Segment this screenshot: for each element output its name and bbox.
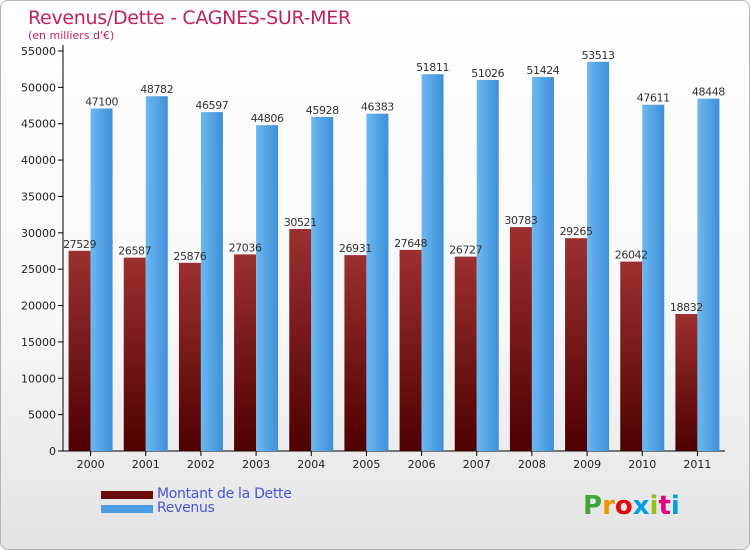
x-tick-label: 2005: [352, 458, 380, 471]
data-label-revenue-2002: 46597: [195, 99, 228, 112]
bar-debt-2002: [178, 262, 201, 451]
data-label-debt-2011: 18832: [670, 301, 703, 314]
chart-subtitle: (en milliers d'€): [28, 29, 115, 42]
x-tick-label: 2007: [463, 458, 491, 471]
bar-revenue-2007: [476, 79, 499, 451]
data-label-debt-2002: 25876: [173, 250, 206, 263]
legend-label-debt: Montant de la Dette: [157, 486, 292, 502]
y-tick-label: 10000: [21, 372, 56, 385]
y-tick-label: 5000: [28, 409, 56, 422]
y-tick-label: 25000: [21, 263, 56, 276]
bar-debt-2000: [68, 250, 91, 451]
data-label-revenue-2008: 51424: [526, 64, 559, 77]
y-tick-label: 55000: [21, 45, 56, 58]
y-tick-label: 45000: [21, 118, 56, 131]
logo-letter: o: [614, 491, 633, 521]
bar-debt-2008: [509, 227, 532, 451]
data-label-revenue-2009: 53513: [582, 49, 615, 62]
bar-revenue-2011: [697, 98, 720, 451]
data-label-debt-2003: 27036: [229, 241, 262, 254]
logo-letter: i: [649, 491, 659, 521]
x-tick-label: 2006: [408, 458, 436, 471]
x-tick-label: 2003: [242, 458, 270, 471]
x-tick-label: 2004: [297, 458, 325, 471]
bar-revenue-2005: [366, 113, 389, 451]
logo-letter: i: [670, 491, 680, 521]
data-label-debt-2007: 26727: [449, 244, 482, 257]
bar-debt-2001: [123, 257, 146, 451]
bar-revenue-2004: [311, 116, 334, 451]
axes: 0 5000 10000 15000 20000 25000 30000 35000 40000…: [21, 45, 725, 471]
bar-debt-2009: [565, 238, 588, 451]
data-label-revenue-2001: 48782: [140, 83, 173, 96]
bar-debt-2004: [289, 229, 312, 451]
data-label-revenue-2004: 45928: [306, 104, 339, 117]
bar-revenue-2008: [531, 77, 554, 452]
bar-debt-2011: [675, 314, 698, 451]
bar-debt-2010: [620, 261, 643, 451]
data-label-revenue-2006: 51811: [416, 61, 449, 74]
x-tick-label: 2011: [683, 458, 711, 471]
bar-debt-2007: [454, 256, 477, 451]
data-label-debt-2001: 26587: [118, 245, 151, 258]
legend-swatch-debt: [101, 491, 153, 499]
proxiti-logo: Proxiti: [583, 491, 680, 521]
data-label-revenue-2000: 47100: [85, 95, 118, 108]
data-label-debt-2000: 27529: [63, 238, 96, 251]
bar-revenue-2000: [90, 108, 113, 452]
logo-letter: x: [632, 491, 650, 521]
data-label-revenue-2011: 48448: [692, 86, 725, 99]
y-tick-label: 40000: [21, 154, 56, 167]
legend-label-revenue: Revenus: [157, 500, 215, 516]
bar-debt-2003: [234, 254, 257, 451]
y-tick-label: 15000: [21, 336, 56, 349]
bar-revenue-2010: [642, 104, 665, 451]
y-tick-label: 0: [49, 445, 56, 458]
logo-letter: t: [658, 491, 671, 521]
data-label-debt-2004: 30521: [284, 216, 317, 229]
logo-letter: r: [602, 491, 615, 521]
y-tick-label: 35000: [21, 190, 56, 203]
data-label-debt-2009: 29265: [560, 225, 593, 238]
bar-revenue-2001: [145, 96, 168, 452]
data-label-debt-2005: 26931: [339, 242, 372, 255]
y-tick-label: 30000: [21, 227, 56, 240]
x-tick-label: 2009: [573, 458, 601, 471]
bar-debt-2006: [399, 249, 422, 451]
bar-revenue-2009: [587, 61, 610, 451]
x-tick-label: 2001: [132, 458, 160, 471]
data-label-revenue-2010: 47611: [637, 92, 670, 105]
logo-letter: P: [583, 491, 603, 521]
data-labels: 27529 47100 26587 48782 25876 46597 27036 44806…: [63, 49, 726, 314]
legend-swatch-revenue: [101, 505, 153, 513]
data-label-debt-2006: 27648: [394, 237, 427, 250]
x-tick-label: 2010: [628, 458, 656, 471]
x-tick-label: 2000: [77, 458, 105, 471]
x-tick-label: 2008: [518, 458, 546, 471]
data-label-debt-2008: 30783: [504, 214, 537, 227]
data-label-revenue-2005: 46383: [361, 101, 394, 114]
bar-revenue-2003: [256, 125, 279, 451]
bar-revenue-2006: [421, 74, 444, 452]
data-label-revenue-2007: 51026: [471, 67, 504, 80]
data-label-debt-2010: 26042: [615, 249, 648, 262]
x-tick-label: 2002: [187, 458, 215, 471]
chart-title: Revenus/Dette - CAGNES-SUR-MER: [28, 7, 351, 29]
bars: [68, 61, 720, 452]
y-tick-label: 50000: [21, 81, 56, 94]
bar-debt-2005: [344, 255, 367, 451]
data-label-revenue-2003: 44806: [251, 112, 284, 125]
y-tick-label: 20000: [21, 300, 56, 313]
bar-revenue-2002: [200, 112, 223, 451]
